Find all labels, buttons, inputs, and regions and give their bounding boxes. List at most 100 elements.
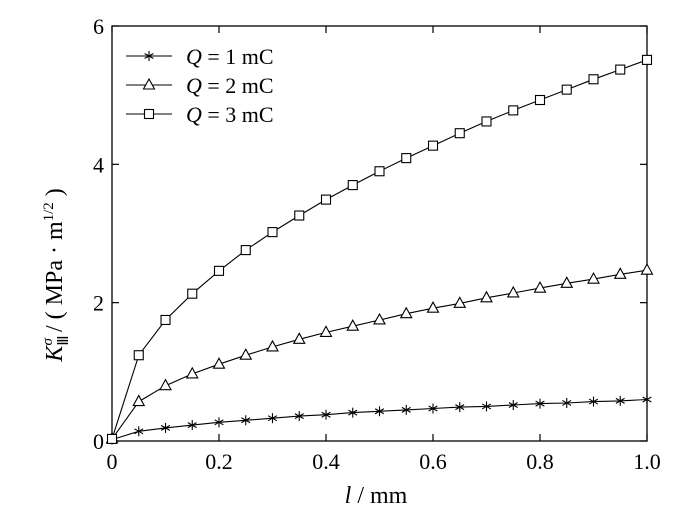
data-point-star [134, 426, 144, 437]
data-point-square [454, 128, 465, 139]
data-point-square [374, 166, 385, 177]
data-point-star [214, 417, 224, 428]
data-point-square [427, 140, 439, 151]
data-point-square [481, 116, 492, 127]
data-point-triangle [132, 394, 146, 407]
data-point-star [455, 402, 465, 413]
data-point-square [187, 288, 198, 299]
plot-border [111, 25, 648, 442]
y-axis-variable: K [42, 344, 68, 363]
data-point-square [588, 74, 599, 85]
legend: Q = 1 mC Q = 2 mC Q = 3 mC [126, 44, 274, 127]
data-point-star [348, 407, 358, 418]
data-point-triangle [373, 312, 386, 325]
x-tick-label: 0.8 [526, 449, 554, 474]
data-point-triangle [560, 276, 574, 288]
y-axis-subscript: Ⅲ [56, 335, 72, 345]
legend-item: Q = 3 mC [126, 102, 274, 127]
data-point-triangle [533, 281, 547, 293]
data-point-square [267, 227, 278, 238]
x-tick-label: 1.0 [633, 449, 661, 474]
data-point-star [562, 397, 572, 408]
data-point-triangle [640, 263, 654, 275]
data-point-star [428, 403, 438, 414]
legend-label: Q = 2 mC [186, 73, 274, 98]
data-point-triangle [506, 285, 520, 298]
data-point-square [240, 245, 251, 256]
data-point-star [187, 420, 197, 431]
data-point-star [160, 422, 171, 433]
data-point-triangle [346, 319, 360, 331]
data-point-triangle [212, 357, 226, 369]
legend-item: Q = 1 mC [126, 44, 274, 69]
data-point-triangle [613, 267, 627, 279]
data-point-triangle [453, 296, 467, 308]
data-point-star [267, 413, 278, 424]
data-point-triangle [399, 306, 413, 319]
y-tick-label: 0 [93, 429, 104, 454]
data-point-triangle [185, 366, 199, 379]
x-tick-label: 0.6 [419, 449, 447, 474]
legend-marker-triangle [142, 77, 156, 90]
data-point-square [615, 64, 626, 75]
data-point-triangle [480, 290, 493, 303]
data-point-square [160, 314, 171, 326]
legend-marker-star [144, 51, 154, 61]
data-point-square [213, 265, 225, 276]
y-tick-label: 4 [93, 152, 104, 177]
y-tick-label: 2 [93, 291, 104, 316]
plot-frame [111, 25, 648, 442]
data-point-square [133, 350, 144, 361]
x-axis-unit: / mm [351, 483, 407, 509]
data-point-triangle [292, 332, 306, 344]
data-point-square [320, 194, 332, 205]
data-point-star [374, 406, 385, 417]
legend-marker-square [143, 108, 155, 120]
data-point-square [106, 433, 118, 444]
x-tick-label: 0 [107, 449, 118, 474]
series-1 [107, 394, 652, 445]
legend-label: Q = 1 mC [186, 44, 274, 69]
data-point-star [615, 395, 625, 406]
data-point-triangle [587, 272, 600, 284]
data-point-triangle [319, 325, 333, 337]
data-point-star [294, 411, 304, 422]
data-point-star [508, 400, 518, 411]
data-point-square [347, 180, 358, 191]
x-tick-label: 0.2 [205, 449, 233, 474]
data-point-square [401, 153, 412, 164]
series-3 [106, 54, 653, 444]
data-point-square [641, 54, 653, 65]
data-point-square [508, 105, 519, 116]
y-axis-unit-suffix: ) [42, 188, 68, 202]
x-axis-label: l / mm [345, 483, 408, 509]
y-axis-superscript: σ [40, 337, 56, 345]
data-point-square [561, 84, 572, 95]
data-point-triangle [426, 301, 440, 313]
y-axis-unit-exponent: 1/2 [41, 202, 57, 221]
y-axis-ticks: 0 2 4 6 [93, 14, 647, 454]
x-axis-variable: l [345, 483, 352, 509]
data-point-square [294, 210, 305, 221]
data-point-star [535, 398, 545, 409]
y-tick-label: 6 [93, 14, 104, 39]
x-tick-label: 0.4 [312, 449, 340, 474]
series-layer [105, 54, 654, 445]
legend-label: Q = 3 mC [186, 102, 274, 127]
data-point-star [642, 394, 652, 405]
data-point-star [321, 409, 331, 420]
data-point-star [241, 415, 251, 426]
data-point-star [481, 401, 492, 412]
data-point-square [534, 94, 546, 106]
y-axis-unit-prefix: / ( MPa · m [42, 221, 68, 338]
data-point-star [588, 396, 599, 407]
data-point-triangle [239, 348, 253, 360]
svg-text:KⅢσ / ( MPa · m1/2 ): KⅢσ / ( MPa · m1/2 ) [40, 188, 72, 363]
data-point-triangle [266, 339, 279, 352]
data-point-triangle [159, 378, 172, 391]
x-axis-ticks: 0 0.2 0.4 0.6 0.8 1.0 [107, 26, 661, 474]
legend-item: Q = 2 mC [126, 73, 274, 98]
y-axis-label: KⅢσ / ( MPa · m1/2 ) [40, 188, 72, 363]
data-point-star [401, 404, 411, 415]
